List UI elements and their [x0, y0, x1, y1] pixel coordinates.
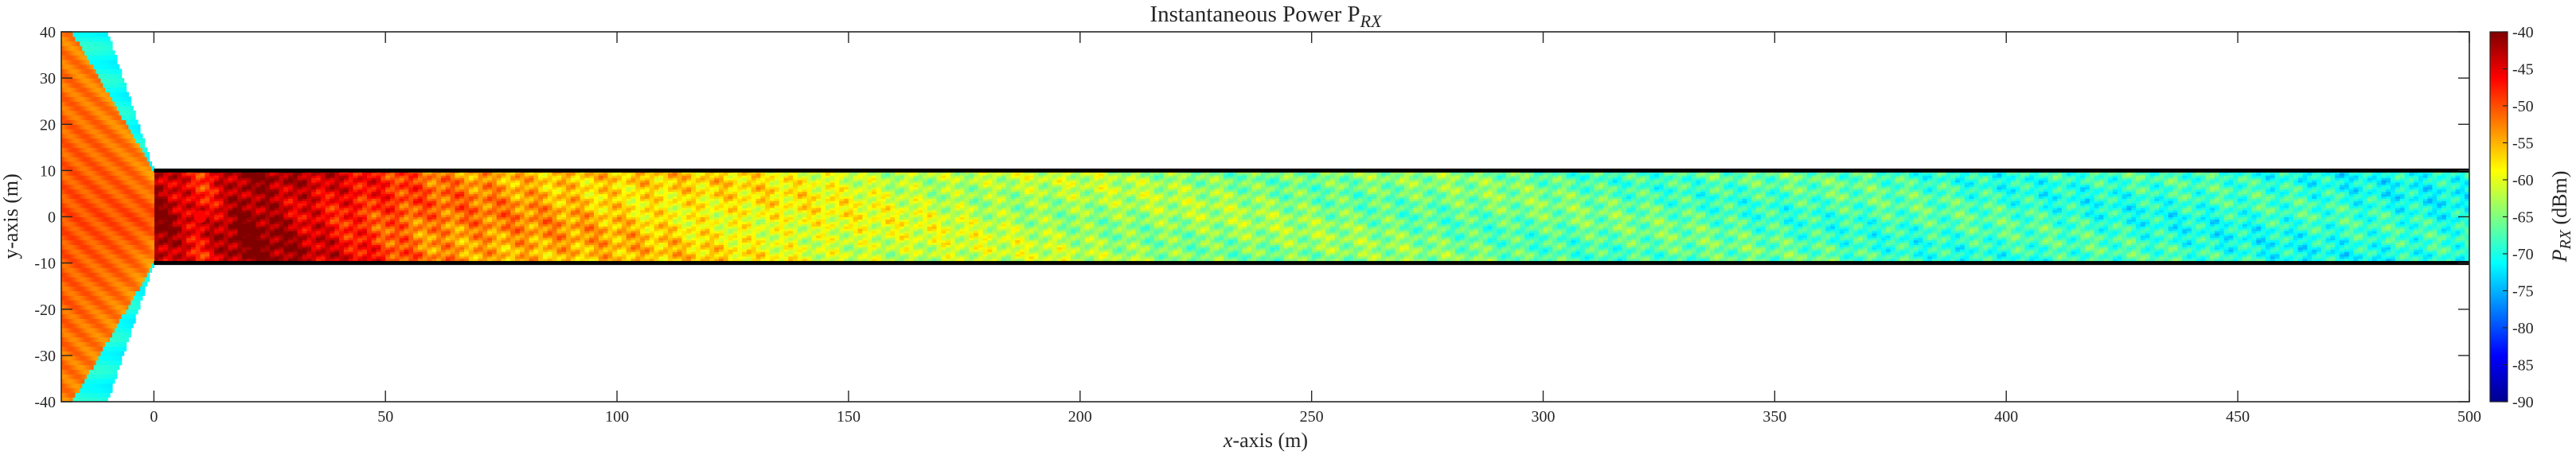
chart-title-main: Instantaneous Power P: [1149, 2, 1360, 27]
chart-title-subscript: RX: [1360, 11, 1383, 31]
chart-title: Instantaneous Power PRX: [1149, 2, 1383, 31]
